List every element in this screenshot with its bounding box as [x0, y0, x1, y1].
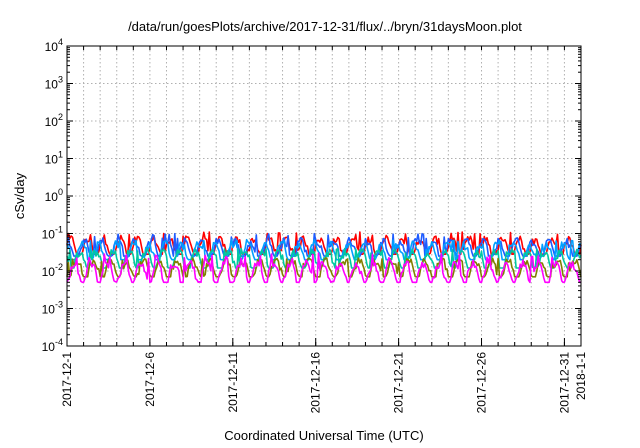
y-tick-label: 102	[45, 112, 63, 129]
series-line	[66, 247, 582, 269]
y-ticks: 10-4 10-3 10-2 10-1 100 101 102 103 104	[42, 37, 581, 354]
y-tick-label: 10-2	[42, 262, 63, 279]
x-tick-label: 2017-12-11	[226, 352, 240, 413]
x-tick-label: 2017-12-16	[309, 352, 323, 414]
y-tick-label: 10-4	[42, 337, 63, 354]
y-tick-label: 104	[45, 37, 63, 54]
x-tick-label: 2017-12-6	[143, 352, 157, 407]
x-tick-label: 2018-1-1	[574, 352, 588, 400]
grid	[67, 46, 581, 346]
series-group	[66, 231, 582, 284]
x-ticks: 2017-12-1 2017-12-6 2017-12-11 2017-12-16 20…	[60, 46, 588, 413]
x-tick-label: 2017-12-26	[475, 352, 489, 414]
y-tick-label: 10-1	[42, 225, 63, 242]
y-tick-label: 103	[45, 75, 63, 92]
x-tick-label: 2017-12-21	[392, 352, 406, 414]
series-line	[66, 252, 581, 284]
x-axis-label: Coordinated Universal Time (UTC)	[224, 428, 423, 443]
y-tick-label: 10-3	[42, 300, 63, 317]
x-tick-label: 2017-12-31	[557, 352, 571, 414]
y-tick-label: 100	[45, 187, 63, 204]
series-line	[66, 232, 582, 257]
y-tick-label: 101	[45, 150, 63, 167]
x-tick-label: 2017-12-1	[60, 352, 74, 407]
y-axis-label: cSv/day	[12, 172, 27, 219]
chart-title: /data/run/goesPlots/archive/2017-12-31/f…	[128, 19, 522, 34]
